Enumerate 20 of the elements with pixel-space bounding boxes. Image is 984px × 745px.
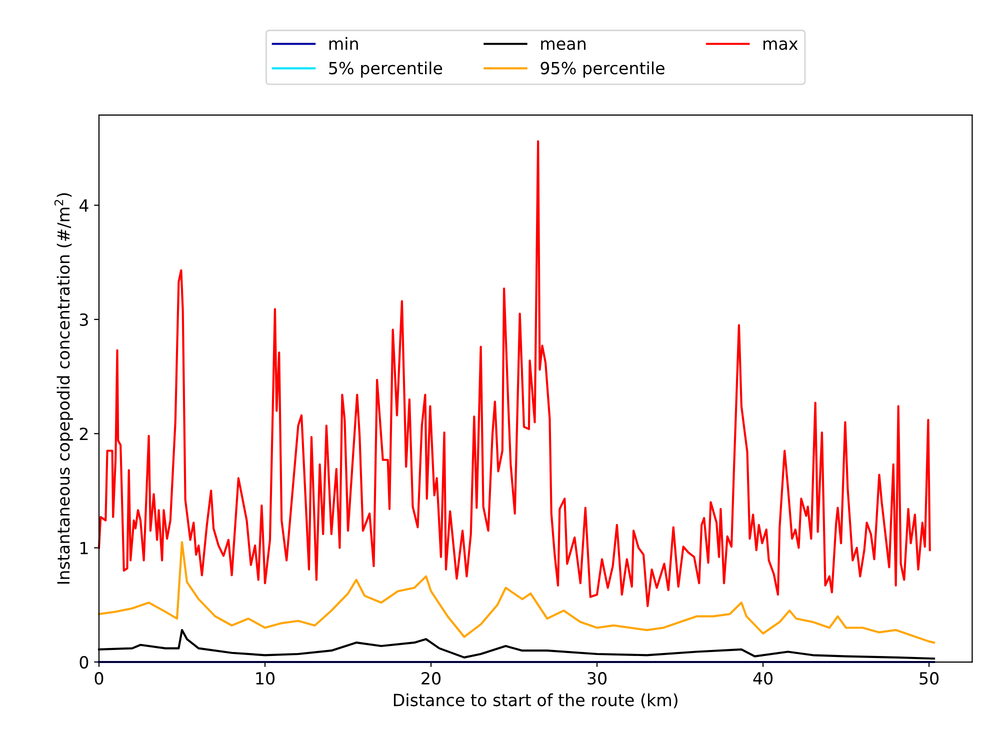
x-tick-label: 0 [94,672,104,685]
x-tick-label: 10 [256,672,274,685]
line-series [98,541,936,644]
x-tick-label: 30 [588,672,607,685]
legend-label: 95% percentile [540,62,664,78]
y-tick-label: 1 [80,542,88,554]
y-tick-label: 0 [80,656,88,669]
legend-label: mean [541,40,586,50]
x-tick-label: 20 [422,672,441,685]
legend-label: min [329,37,358,50]
y-axis-title: Instantaneous copepodid concentration (#/m$^{2}$) [54,193,73,584]
legend-label: 5% percentile [329,62,442,78]
y-tick-label: 4 [79,199,88,212]
x-tick-label: 50 [920,672,939,685]
y-tick-label: 2 [80,428,88,440]
y-tick-label: 3 [80,313,88,326]
line-series [98,140,931,608]
x-axis-title: Distance to start of the route (km) [394,693,678,708]
legend-label: max [763,40,798,50]
x-tick-label: 40 [753,672,773,685]
